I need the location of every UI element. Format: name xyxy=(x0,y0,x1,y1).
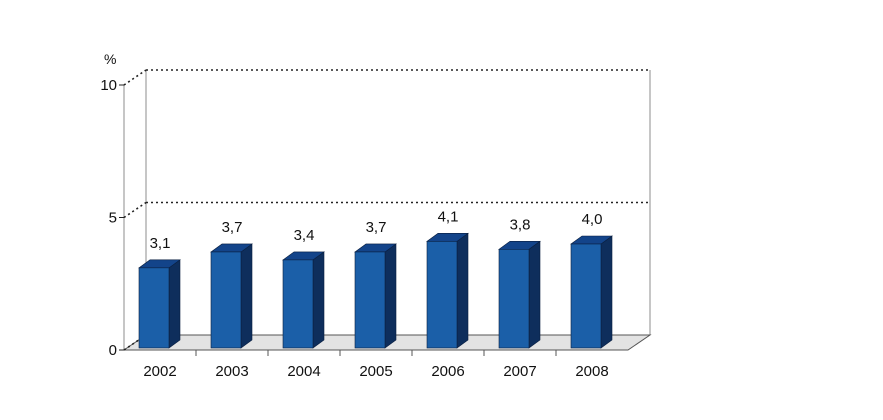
bar-2008 xyxy=(570,235,613,349)
x-axis-labels: 2002 2003 2004 2005 2006 2007 2008 xyxy=(143,350,609,380)
y-tick-label: 10 xyxy=(100,77,117,94)
bar-2003 xyxy=(210,243,253,349)
value-label-2002: 3,1 xyxy=(150,235,171,252)
value-label-2003: 3,7 xyxy=(222,219,243,236)
bar-2005 xyxy=(354,243,397,349)
bar-2006 xyxy=(426,232,469,349)
gridline-diagonal xyxy=(123,201,147,219)
value-labels: 3,1 3,7 3,4 3,7 4,1 3,8 4,0 xyxy=(150,208,603,252)
bar-front xyxy=(570,243,602,349)
y-axis-unit-label: % xyxy=(104,51,116,67)
bar-side xyxy=(528,240,541,349)
x-tick-label-2004: 2004 xyxy=(287,363,320,380)
bar-front xyxy=(282,259,314,349)
bar-2007 xyxy=(498,240,541,349)
value-label-2006: 4,1 xyxy=(438,208,459,225)
bar-front xyxy=(210,251,242,349)
x-tick-label-2005: 2005 xyxy=(359,363,392,380)
y-tick-label: 5 xyxy=(109,210,117,227)
bar-2002 xyxy=(138,259,181,349)
bar-side xyxy=(456,232,469,349)
x-tick-label-2003: 2003 xyxy=(215,363,248,380)
bar-side xyxy=(384,243,397,349)
bar-side xyxy=(312,251,325,349)
value-label-2008: 4,0 xyxy=(582,211,603,228)
bar-front xyxy=(354,251,386,349)
value-label-2005: 3,7 xyxy=(366,219,387,236)
bar-side xyxy=(168,259,181,349)
bars xyxy=(138,232,613,349)
gridlines xyxy=(123,69,650,351)
y-tick-label: 0 xyxy=(109,342,117,359)
bar-side xyxy=(240,243,253,349)
y-axis-ticks: 0 5 10 xyxy=(100,77,124,359)
value-label-2007: 3,8 xyxy=(510,216,531,233)
x-tick-label-2006: 2006 xyxy=(431,363,464,380)
x-tick-label-2002: 2002 xyxy=(143,363,176,380)
x-tick-label-2007: 2007 xyxy=(503,363,536,380)
bar-front xyxy=(498,249,530,349)
bar-2004 xyxy=(282,251,325,349)
x-tick-label-2008: 2008 xyxy=(575,363,608,380)
gridline-diagonal xyxy=(123,69,147,86)
bar-front xyxy=(138,267,170,349)
bar-side xyxy=(600,235,613,349)
bar-front xyxy=(426,241,458,349)
value-label-2004: 3,4 xyxy=(294,227,315,244)
